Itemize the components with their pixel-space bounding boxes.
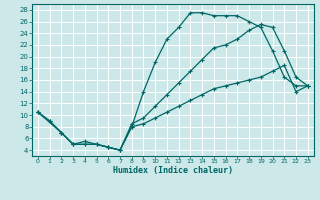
- X-axis label: Humidex (Indice chaleur): Humidex (Indice chaleur): [113, 166, 233, 175]
